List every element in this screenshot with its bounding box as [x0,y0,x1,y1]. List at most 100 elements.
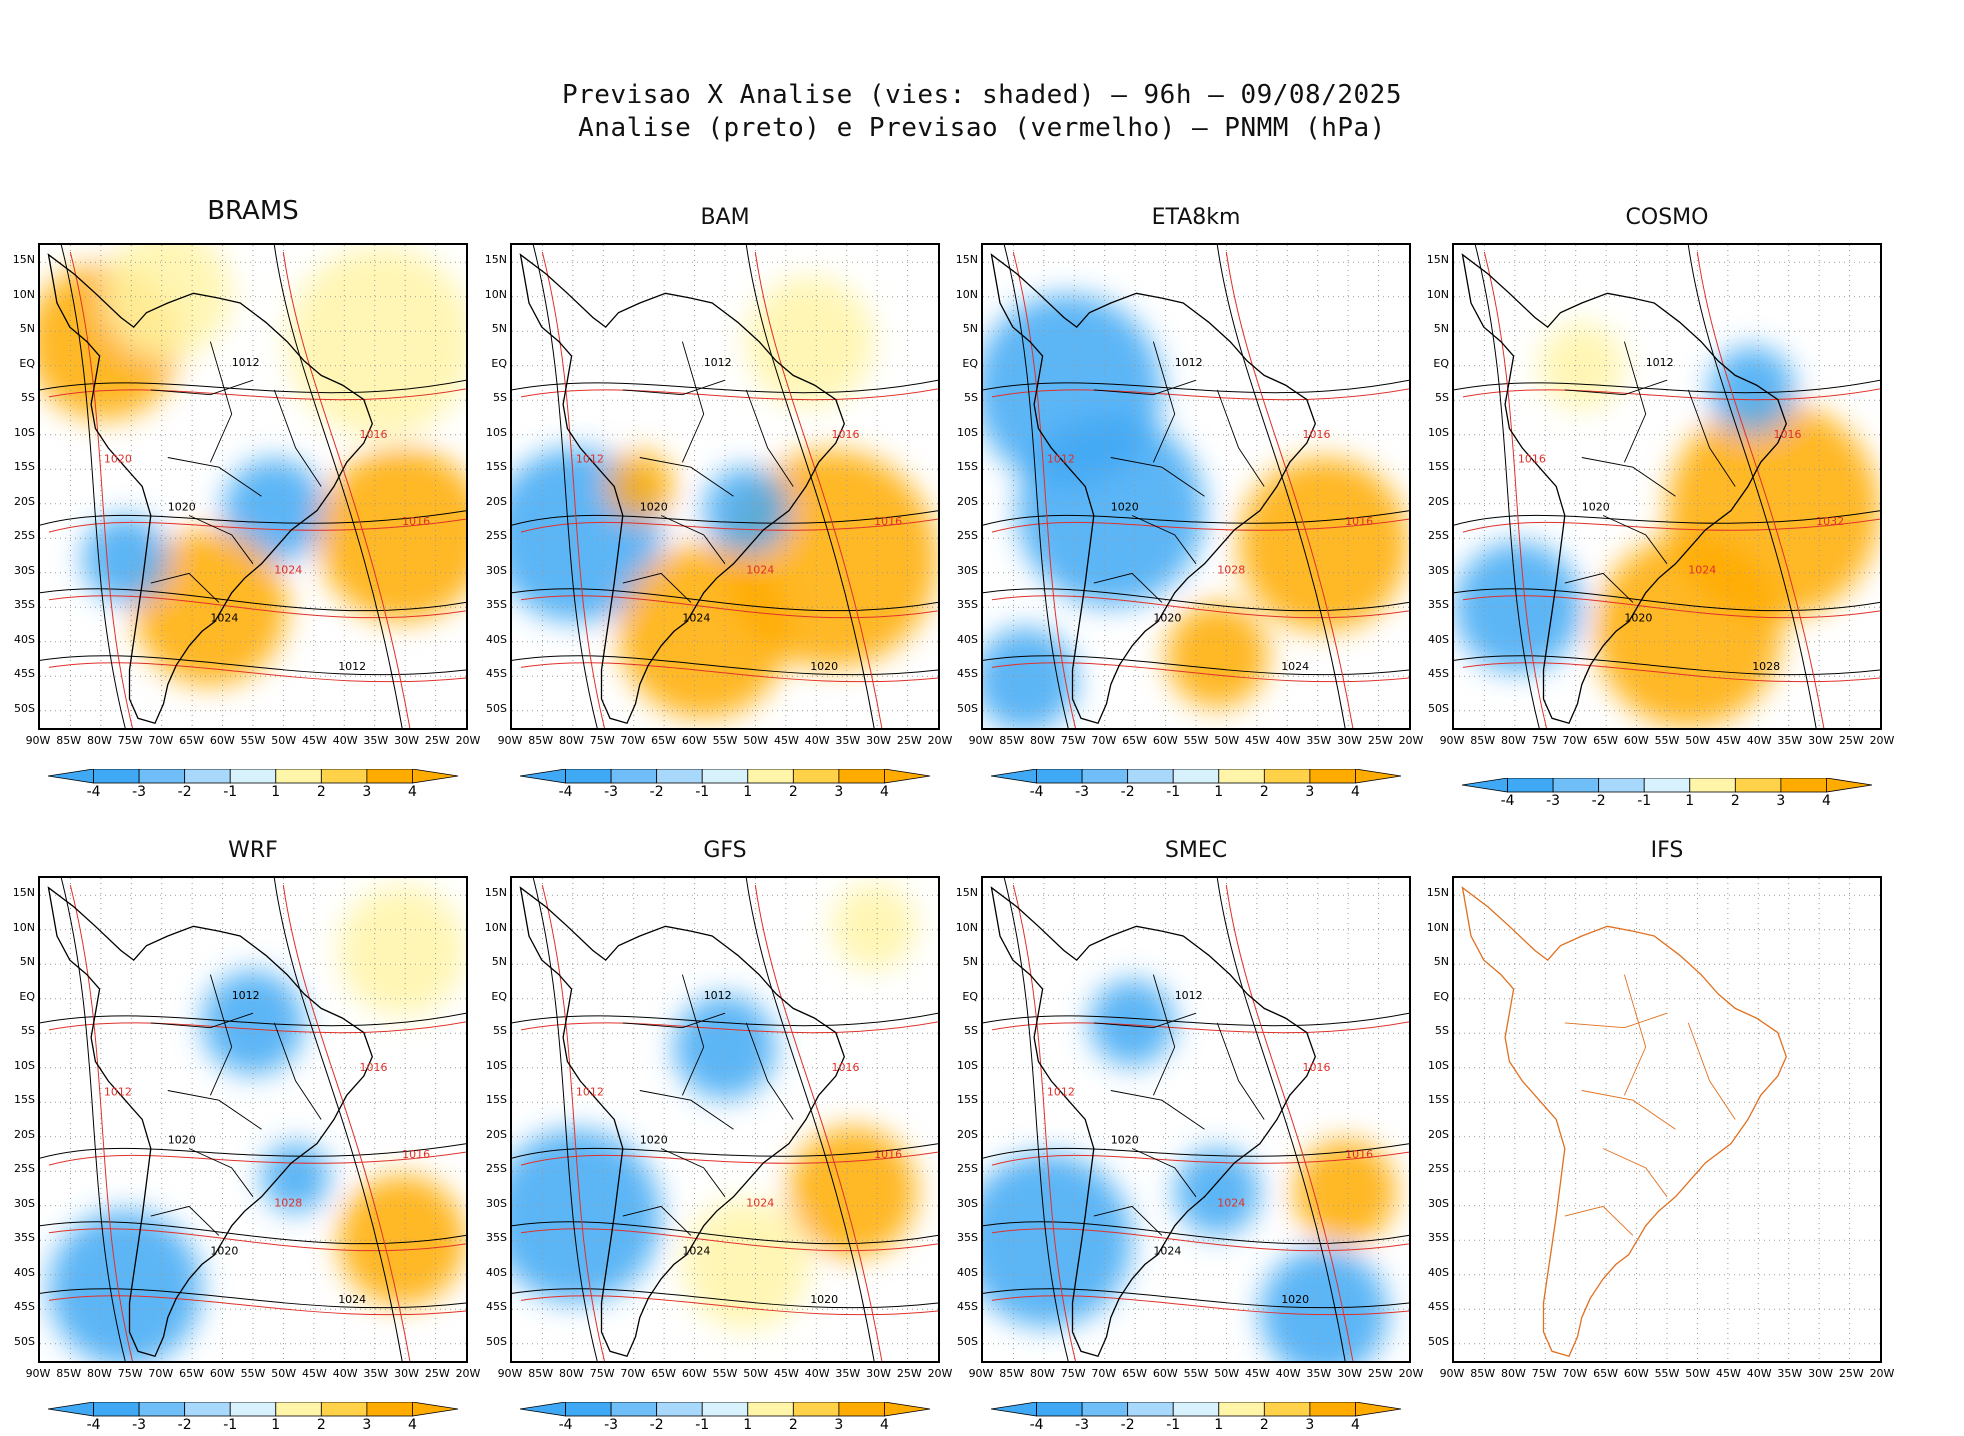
colorbar-swatch [275,769,322,784]
longitude-tick-label: 20W [1869,1367,1895,1380]
latitude-tick-label: 25S [957,529,978,542]
latitude-tick-label: EQ [1433,989,1449,1003]
bias-blob [1174,1148,1260,1236]
longitude-tick-label: 75W [589,734,615,747]
country-border [150,572,220,603]
bias-blob [1709,346,1795,434]
analysis-isobar [983,1221,1409,1245]
latitude-tick-label: 20S [486,494,507,508]
contour-label: 1024 [1281,660,1309,673]
colorbar-swatch [701,1402,749,1417]
country-border [188,1148,254,1198]
longitude-tick-label: 60W [209,1367,235,1380]
colorbar-swatch [1643,778,1691,793]
contour-label: 1016 [402,1148,430,1161]
colorbar-label: -3 [132,1417,147,1433]
forecast-isobar [1696,251,1825,728]
latitude-tick-label: 5N [1433,955,1449,968]
longitude-tick-label: 25W [1367,734,1393,747]
latitude-tick-label: 10N [1426,920,1449,934]
country-border [1564,572,1634,603]
colorbar-swatch [838,1402,885,1417]
longitude-tick-label: 60W [681,734,707,747]
latitude-tick-label: 30S [486,563,507,577]
country-border [1623,974,1647,1096]
forecast-isobar [991,1295,1409,1316]
colorbar-swatch [747,1402,794,1417]
map-plot-area: 1012 1016 1020 1028 1024 1016 1020 1012 [981,243,1411,730]
colorbar-label: -1 [1166,1417,1181,1433]
longitude-tick-label: 50W [1685,1367,1711,1380]
panel-title: ETA8km [1151,205,1241,230]
longitude-tick-label: 35W [363,1367,389,1380]
colorbar-label: -1 [1637,793,1652,809]
bias-blob [1259,1247,1388,1361]
coastline [1461,253,1787,724]
analysis-isobar [983,379,1409,394]
longitude-tick-label: 45W [1715,734,1741,747]
colorbar-label: -3 [604,1417,619,1433]
colorbar-label: 1 [743,1417,753,1433]
latitude-tick-label: 45S [1428,667,1449,680]
bias-blob [82,515,168,603]
colorbar-label: -2 [1120,1417,1135,1433]
latitude-tick-label: 25S [957,1162,978,1175]
forecast-isobar [1462,388,1880,401]
colorbar-label: 1 [1685,793,1695,809]
colorbar-label: -4 [86,1417,101,1433]
contour-label: 1016 [360,1061,388,1074]
bias-shading [512,882,917,1330]
analysis-isobar [1474,245,1540,728]
analysis-isobar [512,588,938,612]
bias-blob [703,467,789,555]
forecast-isobar [991,518,1409,533]
contour-label: 1028 [274,1196,302,1209]
country-border [1564,1012,1668,1029]
latitude-tick-label: 10S [957,1058,978,1072]
longitude-tick-label: 65W [1593,734,1618,747]
longitude-tick-label: 80W [1500,734,1526,747]
longitude-tick-label: 45W [1244,734,1270,747]
latitude-tick-label: 5S [493,1024,507,1037]
forecast-isobar [991,1228,1409,1252]
contour-label: 1024 [682,1245,710,1258]
contour-label: 1016 [360,428,388,441]
isobars [1454,245,1880,728]
latitude-tick-label: EQ [19,989,35,1003]
longitude-tick-label: 65W [651,734,676,747]
longitude-tick-label: 70W [148,734,174,747]
colorbar-label: -2 [1591,793,1606,809]
latitude-tick-label: 15S [1428,1093,1449,1106]
longitude-tick-label: 55W [1183,1367,1209,1380]
figure-title-line-1: Previsao X Analise (vies: shaded) — 96h … [562,80,1402,110]
longitude-tick-label: 35W [1306,1367,1332,1380]
colorbar-swatch [138,1402,186,1417]
colorbar-arrow-right [884,1402,931,1417]
analysis-isobar [60,878,126,1361]
longitude-tick-label: 30W [1337,734,1362,747]
latitude-tick-label: 35S [957,598,978,611]
forecast-isobar [48,1295,466,1316]
colorbar-arrow-left [991,1402,1037,1417]
bias-shading [40,245,466,686]
forecast-isobar [282,251,411,728]
colorbar-label: -1 [223,1417,238,1433]
latitude-tick-label: 50S [1428,701,1449,715]
latitude-tick-label: 10N [955,920,978,934]
coastline [47,886,373,1357]
isobars [983,245,1409,728]
longitude-tick-label: 40W [332,1367,358,1380]
latitude-tick-label: 20S [14,494,35,508]
longitude-tick-label: 45W [1715,1367,1741,1380]
colorbar [991,769,1402,784]
longitude-tick-label: 75W [1060,734,1086,747]
longitude-tick-label: 25W [896,734,922,747]
bias-shading [48,885,466,1361]
gridlines [512,878,938,1361]
longitude-tick-label: 50W [271,1367,297,1380]
longitude-tick-label: 30W [866,734,891,747]
longitude-tick-label: 55W [1654,1367,1680,1380]
forecast-isobar [520,388,938,401]
latitude-tick-label: 5S [1435,391,1449,404]
latitude-tick-label: 45S [957,667,978,680]
